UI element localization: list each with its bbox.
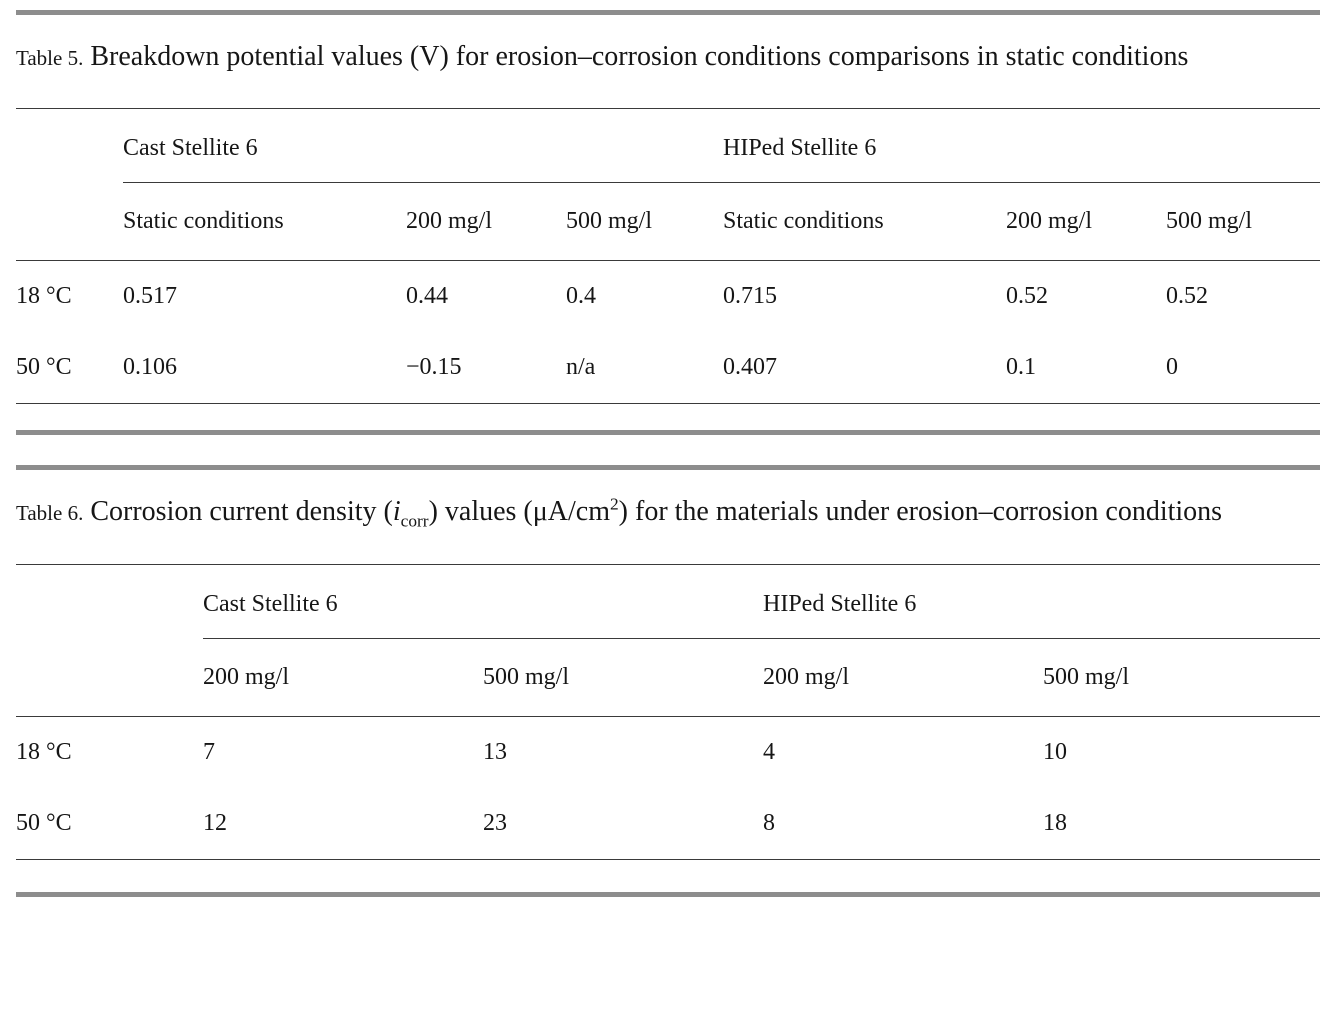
row-label: 50 °C [16,354,72,380]
row-label: 18 °C [16,738,72,765]
table6-top-thick-rule [16,465,1320,470]
table5-caption: Table 5. Breakdown potential values (V) … [16,32,1320,81]
empty-stub-cell [16,183,123,228]
empty-stub-cell [16,109,123,155]
table-cell: 4 [763,738,775,765]
table6-title-pre: Corrosion current density ( [90,496,393,527]
table-cell: 8 [763,809,775,836]
table-cell: 0.106 [123,354,177,380]
table-cell: 0.407 [723,354,777,380]
table5-header-top-rule [16,108,1320,109]
empty-stub-cell [16,565,203,611]
table6-subheader-row: 200 mg/l 500 mg/l 200 mg/l 500 mg/l [16,639,1320,716]
table5-body-bottom-rule [16,403,1320,404]
table6-title-post: ) for the materials under erosion–corros… [618,496,1223,527]
column-header: Static conditions [723,208,884,234]
empty-stub-cell [16,639,203,684]
table5-body-top-rule [16,260,1320,261]
squared-superscript: 2 [609,494,619,514]
table5-section: Table 5. Breakdown potential values (V) … [16,10,1320,435]
table6-bottom-thick-rule [16,891,1320,897]
table-row: 50 °C 12 23 8 18 [16,788,1320,859]
row-label: 50 °C [16,809,72,836]
column-group-header-hiped: HIPed Stellite 6 [723,109,1320,183]
table-cell: 18 [1043,809,1067,836]
column-header: 500 mg/l [1166,208,1253,234]
table6-group-header-row: Cast Stellite 6 HIPed Stellite 6 [16,565,1320,639]
table-cell: 0.715 [723,283,777,309]
column-header: Static conditions [123,208,284,234]
table5-subheader-row: Static conditions 200 mg/l 500 mg/l Stat… [16,183,1320,260]
table-cell: 0.1 [1006,354,1036,380]
table-cell: 13 [483,738,507,765]
table6-body-bottom-rule [16,858,1320,860]
column-group-header-cast: Cast Stellite 6 [203,565,763,639]
table6-caption: Table 6. Corrosion current density (icor… [16,487,1320,537]
table-cell: −0.15 [406,354,462,380]
table6-label: Table 6. [16,501,84,525]
table-cell: 12 [203,809,227,836]
icorr-subscript: corr [400,511,429,531]
table-cell: 0.52 [1006,283,1048,309]
table-cell: 23 [483,809,507,836]
table5-title: Breakdown potential values (V) for erosi… [90,41,1189,72]
column-header: 500 mg/l [1043,663,1130,690]
table-row: 18 °C 0.517 0.44 0.4 0.715 0.52 0.52 [16,261,1320,332]
table-cell: 0.52 [1166,283,1208,309]
table-cell: 10 [1043,738,1067,765]
table-cell: n/a [566,354,596,380]
icorr-variable: i [392,496,401,527]
table6-section: Table 6. Corrosion current density (icor… [16,465,1320,897]
column-header: 500 mg/l [566,208,653,234]
row-label: 18 °C [16,283,72,309]
column-group-header-cast: Cast Stellite 6 [123,109,723,183]
table5-top-thick-rule [16,10,1320,15]
column-group-header-hiped: HIPed Stellite 6 [763,565,1320,639]
table6-body-top-rule [16,715,1320,717]
column-header: 200 mg/l [1006,208,1093,234]
table5-bottom-thick-rule [16,430,1320,435]
column-header: 200 mg/l [203,663,290,690]
table-cell: 7 [203,738,215,765]
table-cell: 0 [1166,354,1178,380]
column-header: 500 mg/l [483,663,570,690]
document-page: Table 5. Breakdown potential values (V) … [16,10,1320,897]
table-cell: 0.4 [566,283,596,309]
column-header: 200 mg/l [763,663,850,690]
table5-label: Table 5. [16,46,84,70]
table-row: 50 °C 0.106 −0.15 n/a 0.407 0.1 0 [16,332,1320,403]
table-cell: 0.517 [123,283,177,309]
table6-header-top-rule [16,563,1320,565]
table-cell: 0.44 [406,283,448,309]
column-header: 200 mg/l [406,208,493,234]
table6-title-mid: ) values (μA/cm [428,496,610,527]
table5-group-header-row: Cast Stellite 6 HIPed Stellite 6 [16,109,1320,183]
table-row: 18 °C 7 13 4 10 [16,717,1320,788]
